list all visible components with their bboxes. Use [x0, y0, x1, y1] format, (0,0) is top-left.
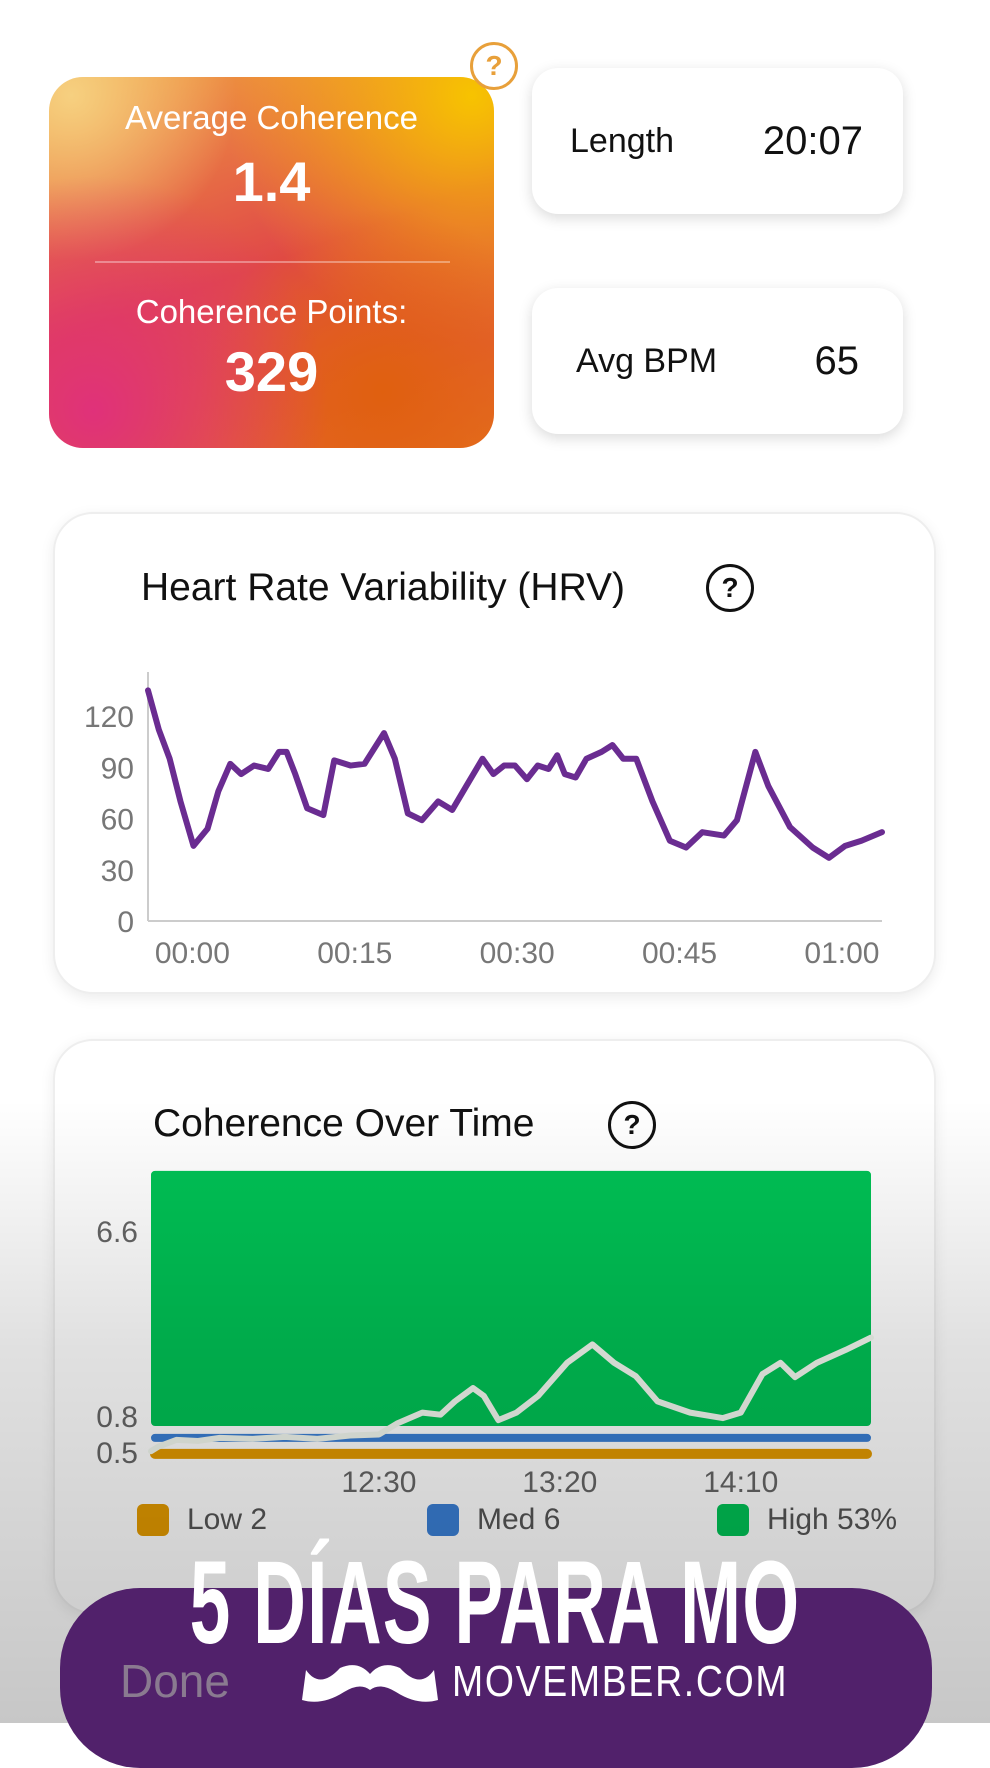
mustache-icon — [302, 1665, 438, 1702]
avg-bpm-card: Avg BPM 65 — [532, 288, 903, 434]
coherence-help-icon[interactable]: ? — [608, 1101, 656, 1149]
legend-low-label: Low 2 — [187, 1503, 268, 1536]
hrv-y-tick-label: 30 — [101, 855, 134, 888]
coherence-line — [148, 1334, 874, 1455]
hrv-help-icon[interactable]: ? — [706, 564, 754, 612]
legend-med-swatch — [427, 1504, 459, 1536]
coherence-y-tick-label: 0.8 — [96, 1401, 138, 1434]
legend-med-label: Med 6 — [477, 1503, 561, 1536]
avg-bpm-label: Avg BPM — [576, 341, 718, 380]
hrv-x-tick-label: 00:15 — [317, 937, 392, 970]
promo-headline: 5 DÍAS PARA MO — [189, 1537, 801, 1669]
coherence-y-tick-label: 0.5 — [96, 1437, 138, 1470]
avg-bpm-value: 65 — [814, 338, 860, 383]
legend-med: Med 6 — [427, 1503, 717, 1537]
coherence-x-tick-label: 12:30 — [341, 1466, 416, 1499]
legend-low-swatch — [137, 1504, 169, 1536]
coherence-title: Coherence Over Time — [153, 1102, 535, 1145]
legend-low: Low 2 — [137, 1503, 427, 1537]
help-icon[interactable]: ? — [470, 42, 518, 90]
hrv-y-tick-label: 60 — [101, 804, 134, 837]
hrv-x-tick-label: 01:00 — [804, 937, 879, 970]
hrv-line — [145, 687, 885, 861]
coherence-x-tick-label: 14:10 — [703, 1466, 778, 1499]
coherence-x-tick-label: 13:20 — [522, 1466, 597, 1499]
hrv-y-tick-label: 120 — [84, 701, 134, 734]
length-label: Length — [570, 121, 674, 160]
hrv-x-tick-label: 00:45 — [642, 937, 717, 970]
brand-url: MOVEMBER.COM — [452, 1657, 789, 1706]
legend-high-swatch — [717, 1504, 749, 1536]
hrv-x-tick-label: 00:30 — [480, 937, 555, 970]
coherence-y-tick-label: 6.6 — [96, 1216, 138, 1249]
length-card: Length 20:07 — [532, 68, 903, 214]
hrv-title: Heart Rate Variability (HRV) — [141, 566, 626, 609]
coherence-points-value: 329 — [224, 340, 319, 403]
coherence-legend: Low 2 Med 6 High 53% — [137, 1503, 897, 1537]
charts-layer: 0 30 60 90 120 00:00 00:15 00:30 00:45 01:00 6.6 0.… — [84, 672, 885, 1499]
high-zone-band — [151, 1170, 871, 1426]
legend-high-label: High 53% — [767, 1503, 898, 1536]
hrv-y-tick-label: 90 — [101, 752, 134, 785]
average-coherence-label: Average Coherence — [125, 99, 418, 136]
done-label: Done — [120, 1655, 230, 1707]
hrv-panel — [53, 512, 936, 994]
coherence-summary-card: Average Coherence 1.4 Coherence Points: … — [49, 77, 494, 448]
length-value: 20:07 — [762, 118, 863, 163]
coherence-points-label: Coherence Points: — [135, 293, 408, 330]
divider — [95, 261, 450, 263]
average-coherence-value: 1.4 — [232, 150, 311, 213]
hrv-y-tick-label: 0 — [117, 906, 134, 939]
legend-high: High 53% — [717, 1503, 897, 1537]
hrv-x-tick-label: 00:00 — [155, 937, 230, 970]
